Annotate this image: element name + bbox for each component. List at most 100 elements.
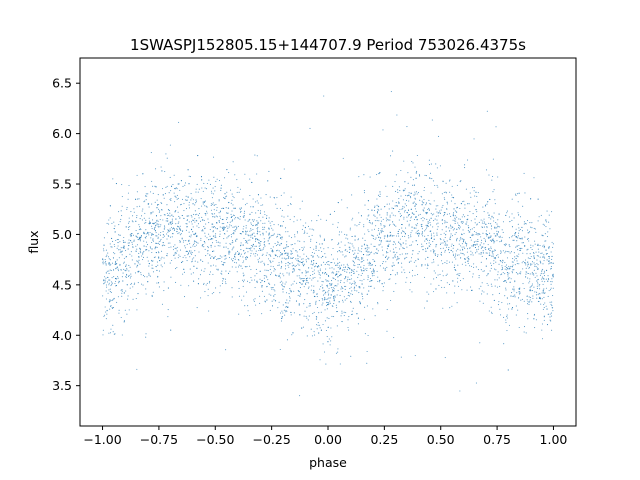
data-point: [471, 289, 473, 291]
data-point: [145, 233, 147, 235]
data-point: [496, 240, 498, 242]
data-point: [139, 250, 141, 252]
data-point: [355, 285, 357, 287]
data-point: [264, 301, 266, 303]
data-point: [128, 274, 130, 276]
data-point: [151, 180, 153, 182]
data-point: [320, 286, 322, 288]
data-point: [124, 241, 126, 243]
data-point: [362, 257, 364, 259]
data-point: [331, 315, 333, 318]
data-point: [489, 236, 491, 238]
data-point: [440, 247, 442, 250]
data-point: [531, 301, 533, 303]
data-point: [313, 295, 316, 297]
data-point: [454, 217, 456, 219]
data-point: [430, 237, 432, 240]
data-point: [513, 252, 515, 254]
data-point: [414, 197, 416, 199]
data-point: [437, 264, 439, 266]
data-point: [319, 327, 321, 329]
data-point: [235, 266, 237, 268]
data-point: [155, 232, 157, 234]
data-point: [528, 302, 530, 304]
data-point: [444, 251, 446, 253]
data-point: [298, 303, 300, 305]
data-point: [154, 227, 156, 229]
data-point: [418, 233, 421, 235]
data-point: [275, 203, 277, 205]
data-point: [505, 243, 508, 245]
data-point: [549, 301, 551, 303]
data-point: [270, 265, 272, 267]
data-point: [408, 237, 410, 239]
data-point: [142, 259, 144, 261]
data-point: [511, 306, 514, 309]
data-point: [176, 228, 178, 230]
data-point: [433, 291, 435, 293]
data-point: [131, 282, 133, 284]
data-point: [406, 256, 408, 258]
data-point: [466, 260, 469, 262]
data-point: [357, 249, 359, 251]
data-point: [478, 233, 480, 235]
data-point: [328, 303, 330, 305]
data-point: [527, 263, 529, 265]
data-point: [543, 246, 545, 248]
data-point: [331, 305, 333, 307]
data-point: [377, 208, 379, 210]
data-point: [344, 266, 347, 268]
data-point: [404, 257, 406, 259]
data-point: [118, 312, 120, 314]
data-point: [471, 233, 473, 235]
data-point: [326, 305, 328, 307]
data-point: [467, 203, 469, 205]
data-point: [496, 279, 498, 281]
data-point: [201, 187, 203, 189]
data-point: [539, 284, 541, 286]
data-point: [250, 228, 252, 230]
data-point: [350, 301, 352, 303]
data-point: [462, 241, 464, 243]
data-point: [254, 255, 256, 257]
data-point: [190, 214, 192, 217]
data-point: [316, 220, 318, 222]
data-point: [201, 216, 203, 218]
data-point: [542, 308, 544, 310]
data-point: [376, 212, 379, 214]
data-point: [470, 254, 472, 256]
data-point: [138, 270, 140, 272]
data-point: [317, 215, 319, 217]
data-point: [277, 235, 279, 237]
data-point: [549, 313, 551, 315]
data-point: [152, 291, 154, 293]
data-point: [293, 290, 295, 292]
data-point: [531, 222, 533, 224]
data-point: [518, 244, 520, 247]
data-point: [119, 263, 121, 265]
data-point: [473, 205, 475, 207]
data-point: [129, 253, 131, 255]
data-point: [322, 302, 324, 304]
data-point: [394, 181, 396, 183]
data-point: [161, 209, 163, 211]
data-point: [317, 280, 319, 282]
data-point: [446, 208, 448, 210]
data-point: [336, 294, 338, 296]
data-point: [270, 262, 272, 264]
data-point: [145, 229, 147, 231]
data-point: [301, 327, 303, 329]
data-point: [274, 300, 277, 302]
data-point: [249, 282, 251, 284]
data-point: [412, 162, 414, 164]
data-point: [552, 295, 554, 297]
data-point: [537, 248, 539, 250]
data-point: [298, 159, 300, 161]
data-point: [407, 235, 409, 237]
data-point: [269, 222, 271, 224]
data-point: [430, 233, 432, 235]
data-point: [263, 244, 265, 246]
data-point: [518, 237, 520, 239]
data-point: [410, 217, 412, 219]
data-point: [119, 241, 121, 243]
